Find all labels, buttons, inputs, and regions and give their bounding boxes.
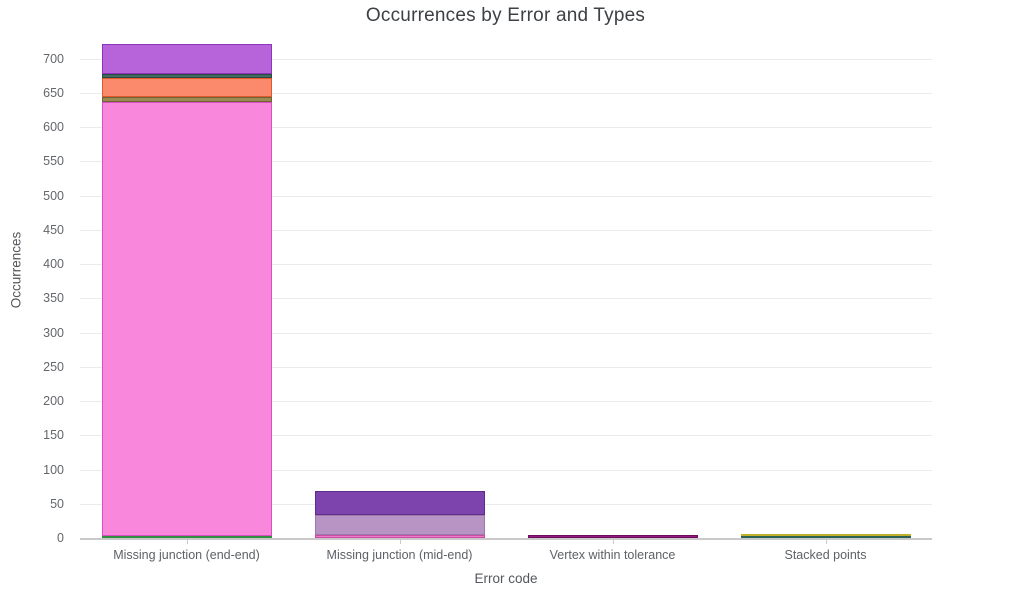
x-axis-title: Error code: [474, 571, 538, 586]
y-tick-label: 650: [43, 85, 64, 100]
bar: [314, 490, 485, 538]
bar: [527, 534, 698, 538]
bar-segment[interactable]: [101, 74, 272, 78]
y-gridline: [80, 435, 932, 437]
y-tick-label: 100: [43, 462, 64, 477]
y-gridline: [80, 332, 932, 334]
y-gridline: [80, 366, 932, 368]
y-tick-label: 550: [43, 154, 64, 169]
chart-title: Occurrences by Error and Types: [365, 5, 646, 26]
bar-segment[interactable]: [101, 44, 272, 75]
x-tick-label: Stacked points: [784, 548, 867, 562]
y-gridline: [80, 469, 932, 471]
y-gridline: [80, 161, 932, 163]
y-gridline: [80, 195, 932, 197]
y-tick-label: 600: [43, 120, 64, 134]
x-tick-mark: [186, 540, 188, 544]
y-gridline: [80, 503, 932, 505]
y-gridline: [80, 401, 932, 402]
bar: [740, 533, 911, 538]
x-axis-line: [80, 538, 932, 540]
y-tick-label: 350: [43, 291, 64, 306]
x-tick-mark: [612, 540, 614, 544]
x-tick-label: Missing junction (end-end): [113, 548, 260, 562]
x-tick-label: Vertex within tolerance: [549, 548, 676, 562]
x-tick-label: Missing junction (mid-end): [326, 548, 473, 562]
x-tick-mark: [825, 540, 827, 544]
y-tick-label: 50: [50, 496, 64, 511]
y-tick-label: 700: [43, 51, 64, 66]
y-tick-label: 400: [43, 257, 64, 271]
y-tick-label: 0: [57, 531, 64, 545]
bar-segment[interactable]: [101, 97, 272, 103]
bar-segment[interactable]: [314, 535, 485, 538]
y-tick-label: 250: [43, 359, 64, 374]
bar-segment[interactable]: [740, 535, 911, 538]
bar-segment[interactable]: [314, 515, 485, 536]
y-tick-label: 150: [43, 428, 64, 443]
y-gridline: [80, 229, 932, 231]
y-gridline: [80, 58, 932, 60]
bar: [101, 44, 272, 538]
bar-segment[interactable]: [740, 533, 911, 536]
y-tick-label: 450: [43, 222, 64, 237]
y-tick-label: 200: [43, 394, 64, 408]
bar-segment[interactable]: [101, 102, 272, 536]
x-tick-mark: [399, 540, 401, 544]
bar-segment[interactable]: [527, 534, 698, 538]
y-tick-label: 300: [43, 325, 64, 340]
y-gridline: [80, 264, 932, 265]
bar-segment[interactable]: [314, 490, 485, 516]
y-tick-label: 500: [43, 188, 64, 203]
y-gridline: [80, 92, 932, 94]
bar-segment[interactable]: [101, 535, 272, 538]
bar-segment[interactable]: [101, 77, 272, 98]
y-gridline: [80, 298, 932, 300]
y-gridline: [80, 127, 932, 128]
